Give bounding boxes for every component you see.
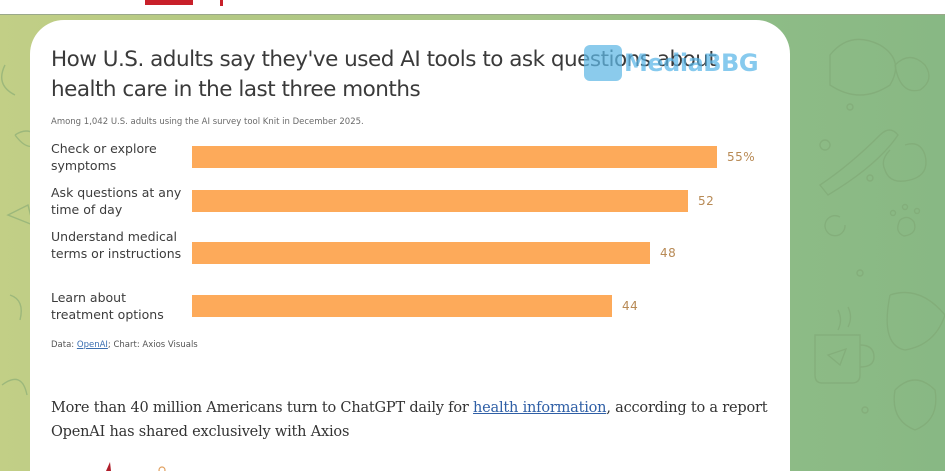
source-prefix: Data: [51,340,77,350]
bar-value-medical-terms: 48 [660,246,677,260]
bar-value-treatment: 44 [622,299,639,313]
chart-subtitle: Among 1,042 U.S. adults using the AI sur… [51,117,364,127]
bar-label-medical-terms: Understand medical terms or instructions [51,229,182,261]
bar-label-symptoms: Check or explore symptoms [51,141,157,173]
bar-treatment [192,295,612,317]
watermark-logo-icon [584,45,622,81]
bar-anytime [192,190,688,212]
header-red-logo-fragment [145,0,193,5]
article-text-after: , according to a report OpenAI has share… [51,400,768,440]
bar-label-anytime: Ask questions at any time of day [51,185,182,217]
bar-value-anytime: 52 [698,194,715,208]
article-text-before: More than 40 million Americans turn to C… [51,400,473,416]
top-header-strip [0,0,945,15]
article-paragraph: More than 40 million Americans turn to C… [51,396,771,444]
bar-medical-terms [192,242,650,264]
cropped-content-fragment-icon [106,462,166,471]
chart-source: Data: OpenAI; Chart: Axios Visuals [51,340,198,350]
bar-symptoms [192,146,717,168]
watermark-text: MediaBBG [624,49,759,77]
watermark: MediaBBG [584,45,774,85]
doodle-pattern-icon [1,35,945,431]
header-red-tick-fragment [220,0,223,6]
bar-label-treatment: Learn about treatment options [51,290,164,322]
health-information-link[interactable]: health information [473,400,607,416]
source-suffix: ; Chart: Axios Visuals [107,340,198,350]
bar-value-symptoms: 55% [727,150,756,164]
source-link-openai[interactable]: OpenAI [76,340,108,350]
